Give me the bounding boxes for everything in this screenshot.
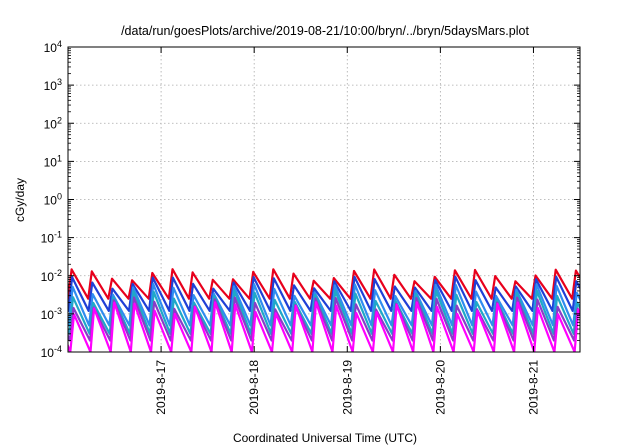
y-tick-exponent: -2 bbox=[54, 268, 62, 278]
x-axis: 2019-8-17 2019-8-18 2019-8-19 2019-8-20 2019… bbox=[154, 47, 540, 415]
grid bbox=[68, 47, 580, 352]
y-tick-base: 10 bbox=[44, 117, 58, 131]
y-tick-base: 10 bbox=[41, 308, 55, 322]
y-tick-label: 100 bbox=[44, 192, 62, 208]
y-tick-label: 10-1 bbox=[41, 230, 62, 246]
y-tick-label: 103 bbox=[44, 77, 62, 93]
y-tick-base: 10 bbox=[41, 346, 55, 360]
chart-title: /data/run/goesPlots/archive/2019-08-21/1… bbox=[121, 24, 529, 38]
series-line bbox=[68, 275, 580, 312]
y-tick-base: 10 bbox=[44, 41, 58, 55]
x-tick-label: 2019-8-20 bbox=[433, 360, 447, 415]
y-tick-label: 10-2 bbox=[41, 268, 62, 284]
y-tick-exponent: -1 bbox=[54, 230, 62, 240]
y-tick-exponent: 4 bbox=[57, 39, 62, 49]
y-tick-base: 10 bbox=[41, 270, 55, 284]
y-tick-base: 10 bbox=[41, 232, 55, 246]
y-tick-base: 10 bbox=[44, 79, 58, 93]
y-tick-exponent: 3 bbox=[57, 77, 62, 87]
y-tick-label: 10-3 bbox=[41, 306, 62, 322]
y-axis-label: cGy/day bbox=[13, 178, 27, 222]
x-tick-label: 2019-8-19 bbox=[340, 360, 354, 415]
x-tick-label: 2019-8-21 bbox=[526, 360, 540, 415]
y-tick-exponent: -3 bbox=[54, 306, 62, 316]
y-tick-exponent: 2 bbox=[57, 115, 62, 125]
x-axis-label: Coordinated Universal Time (UTC) bbox=[233, 431, 417, 445]
y-tick-label: 10-4 bbox=[41, 344, 62, 360]
y-tick-label: 102 bbox=[44, 115, 62, 131]
y-tick-exponent: -4 bbox=[54, 344, 62, 354]
plot-frame bbox=[67, 46, 581, 353]
y-tick-exponent: 0 bbox=[57, 192, 62, 202]
y-tick-exponent: 1 bbox=[57, 153, 62, 163]
series-line bbox=[68, 268, 580, 300]
x-tick-label: 2019-8-17 bbox=[154, 360, 168, 415]
series-line bbox=[68, 301, 580, 352]
x-tick-label: 2019-8-18 bbox=[247, 360, 261, 415]
y-tick-label: 104 bbox=[44, 39, 62, 55]
series-group bbox=[68, 268, 580, 352]
y-tick-label: 101 bbox=[44, 153, 62, 169]
y-tick-base: 10 bbox=[44, 155, 58, 169]
y-tick-base: 10 bbox=[44, 194, 58, 208]
